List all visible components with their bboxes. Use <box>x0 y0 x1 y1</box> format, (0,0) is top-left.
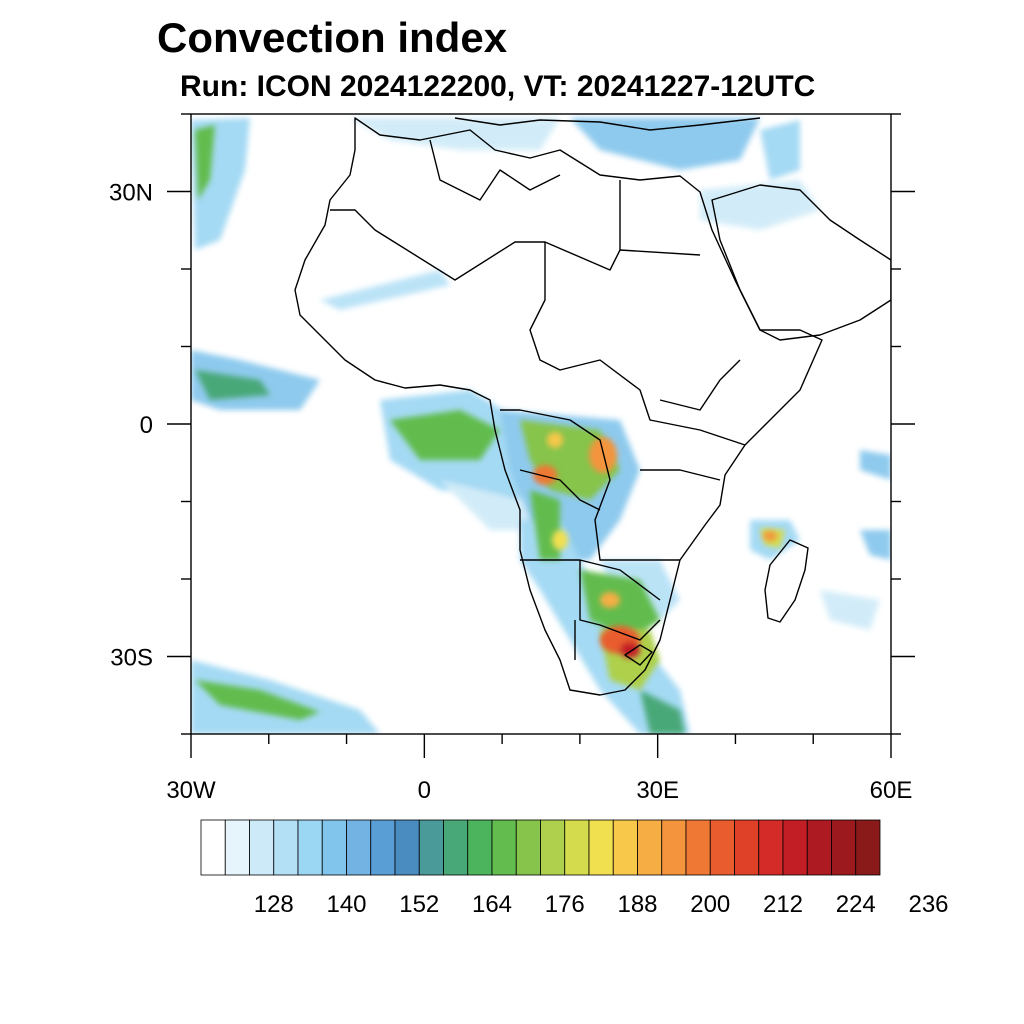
colorbar-swatch <box>588 819 614 876</box>
coastline-borders <box>294 117 891 696</box>
colorbar-label: 212 <box>763 891 803 918</box>
y-tick-label: 0 <box>140 412 153 439</box>
colorbar-labels: 128 140 152 164 176 188 200 212 224 236 <box>254 891 949 918</box>
border-south <box>574 560 661 660</box>
colorbar-label: 236 <box>908 891 948 918</box>
border-lesotho <box>624 644 653 666</box>
colorbar-swatch <box>564 819 590 876</box>
y-tick-label: 30S <box>110 645 153 672</box>
europe-coastline <box>454 117 761 131</box>
border-north <box>429 139 621 250</box>
x-tick-label: 30W <box>166 777 216 804</box>
arabia-coastline <box>711 184 891 341</box>
colorbar-label: 188 <box>617 891 657 918</box>
colorbar-swatch <box>321 819 347 876</box>
axis-ticks <box>167 113 915 758</box>
colorbar-swatch <box>467 819 493 876</box>
border-west-sahel <box>330 209 701 281</box>
convection-field <box>191 118 891 734</box>
colorbar-swatch <box>612 819 638 876</box>
colorbar-label: 164 <box>472 891 512 918</box>
madagascar-coastline <box>764 539 809 623</box>
colorbar-swatch <box>540 819 566 876</box>
africa-coastline <box>294 117 823 696</box>
colorbar <box>200 819 881 876</box>
colorbar-swatch <box>734 819 760 876</box>
border-east <box>640 359 741 481</box>
colorbar-swatch <box>224 819 250 876</box>
colorbar-label: 128 <box>254 891 294 918</box>
border-congo <box>500 409 680 561</box>
colorbar-swatch <box>758 819 784 876</box>
colorbar-label: 140 <box>326 891 366 918</box>
x-tick-label: 30E <box>636 777 679 804</box>
colorbar-swatch <box>806 819 832 876</box>
axis-tick-labels: 30W 0 30E 60E 30N 0 30S <box>109 180 912 805</box>
colorbar-swatch <box>418 819 444 876</box>
colorbar-label: 200 <box>690 891 730 918</box>
x-tick-label: 60E <box>870 777 913 804</box>
colorbar-swatch <box>661 819 687 876</box>
convection-intense-cells <box>533 432 777 658</box>
y-tick-label: 30N <box>109 180 153 207</box>
colorbar-swatch <box>637 819 663 876</box>
colorbar-swatch <box>370 819 396 876</box>
colorbar-swatch <box>831 819 857 876</box>
colorbar-label: 176 <box>545 891 585 918</box>
colorbar-swatch <box>782 819 808 876</box>
colorbar-swatch <box>515 819 541 876</box>
colorbar-swatch <box>297 819 323 876</box>
colorbar-swatch <box>273 819 299 876</box>
convection-medium-cells <box>195 125 785 734</box>
colorbar-swatch <box>855 819 881 876</box>
map-title: Convection index <box>157 14 508 61</box>
border-angola <box>519 469 661 601</box>
border-central <box>529 242 746 446</box>
colorbar-swatch <box>491 819 517 876</box>
x-tick-label: 0 <box>418 777 431 804</box>
colorbar-label: 224 <box>836 891 876 918</box>
colorbar-swatch <box>709 819 735 876</box>
map-subtitle: Run: ICON 2024122200, VT: 20241227-12UTC <box>180 70 816 103</box>
colorbar-swatch <box>685 819 711 876</box>
colorbar-swatch <box>249 819 275 876</box>
colorbar-label: 152 <box>399 891 439 918</box>
colorbar-swatch <box>394 819 420 876</box>
colorbar-swatch <box>346 819 372 876</box>
colorbar-swatch <box>443 819 469 876</box>
colorbar-swatch <box>200 819 226 876</box>
